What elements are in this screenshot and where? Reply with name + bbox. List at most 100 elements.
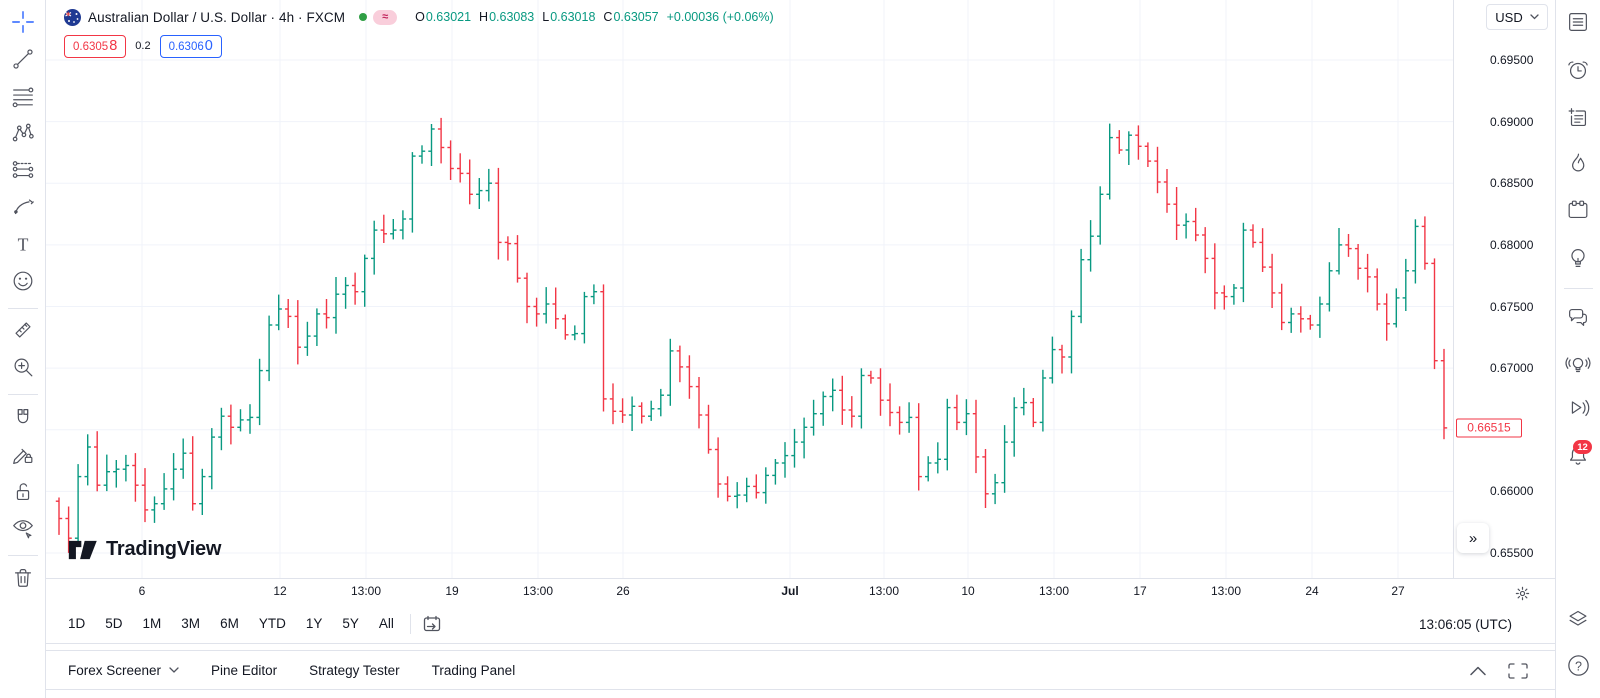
ohlc-bar[interactable] <box>772 459 779 485</box>
ohlc-bar[interactable] <box>753 474 760 499</box>
ohlc-bar[interactable] <box>600 284 607 412</box>
ohlc-bar[interactable] <box>1116 130 1123 154</box>
calendar-icon[interactable] <box>1564 196 1592 224</box>
go-to-date-icon[interactable] <box>419 611 445 637</box>
range-button-1y[interactable]: 1Y <box>305 616 323 631</box>
ohlc-bar[interactable] <box>323 299 330 329</box>
ohlc-bar[interactable] <box>963 399 970 436</box>
symbol-title[interactable]: Australian Dollar / U.S. Dollar · 4h · F… <box>88 9 346 25</box>
ohlc-bar[interactable] <box>256 358 263 426</box>
ohlc-bar[interactable] <box>1364 253 1371 293</box>
ohlc-bar[interactable] <box>724 476 731 502</box>
zoom-in-icon[interactable] <box>9 353 37 381</box>
ohlc-bar[interactable] <box>1144 142 1152 167</box>
ohlc-bar[interactable] <box>562 314 569 340</box>
ohlc-bar[interactable] <box>1068 310 1075 374</box>
ohlc-bar[interactable] <box>886 383 894 427</box>
ohlc-bar[interactable] <box>65 506 72 553</box>
ohlc-bar[interactable] <box>476 178 483 209</box>
ohlc-bar[interactable] <box>648 400 655 421</box>
ohlc-bar[interactable] <box>504 236 512 261</box>
ohlc-bar[interactable] <box>714 437 722 498</box>
ohlc-bar[interactable] <box>1374 268 1381 311</box>
lock-drawings-icon[interactable] <box>9 478 37 506</box>
ohlc-bar[interactable] <box>1230 284 1238 305</box>
ohlc-bar[interactable] <box>304 321 311 356</box>
ohlc-bar[interactable] <box>571 325 578 341</box>
range-button-ytd[interactable]: YTD <box>258 616 286 631</box>
ohlc-bar[interactable] <box>1154 146 1161 194</box>
ohlc-bar[interactable] <box>275 294 282 331</box>
ohlc-bar[interactable] <box>839 375 846 425</box>
ohlc-bar[interactable] <box>1297 306 1304 333</box>
ohlc-bar[interactable] <box>877 368 884 416</box>
ohlc-bar[interactable] <box>55 497 63 535</box>
ruler-icon[interactable] <box>9 316 37 344</box>
ohlc-bar[interactable] <box>84 434 91 486</box>
ohlc-bar[interactable] <box>246 404 254 434</box>
ohlc-bar[interactable] <box>390 219 397 240</box>
range-button-all[interactable]: All <box>378 616 394 631</box>
emoji-icon[interactable] <box>9 267 37 295</box>
ohlc-bar[interactable] <box>915 403 922 491</box>
ohlc-bar[interactable] <box>743 477 750 503</box>
ohlc-bar[interactable] <box>695 377 703 429</box>
ohlc-bar[interactable] <box>686 355 693 399</box>
ohlc-bar[interactable] <box>858 368 865 429</box>
ohlc-bar[interactable] <box>1030 398 1037 428</box>
ohlc-bar[interactable] <box>141 468 149 523</box>
hide-drawings-icon[interactable] <box>9 513 37 541</box>
ohlc-bar[interactable] <box>1173 187 1180 240</box>
ohlc-bar[interactable] <box>1211 243 1218 310</box>
ohlc-bar[interactable] <box>1345 234 1352 257</box>
ohlc-bar[interactable] <box>1383 293 1390 341</box>
ohlc-bar[interactable] <box>113 460 120 488</box>
ohlc-bar[interactable] <box>810 399 817 436</box>
chat-icon[interactable] <box>1564 303 1592 331</box>
range-button-3m[interactable]: 3M <box>181 616 201 631</box>
footer-tab-trading-panel[interactable]: Trading Panel <box>431 662 516 678</box>
ohlc-bar[interactable] <box>151 496 158 523</box>
ohlc-bar[interactable] <box>1135 125 1142 160</box>
ohlc-bar[interactable] <box>905 402 913 433</box>
ohlc-bar[interactable] <box>1259 228 1266 272</box>
ohlc-bar[interactable] <box>1020 387 1027 416</box>
ohlc-bar[interactable] <box>628 396 636 432</box>
ohlc-bar[interactable] <box>380 214 387 243</box>
ohlc-bar[interactable] <box>103 454 110 492</box>
alerts-icon[interactable] <box>1564 56 1592 84</box>
ohlc-bar[interactable] <box>1440 348 1448 440</box>
ohlc-bar[interactable] <box>466 159 473 205</box>
crosshair-icon[interactable] <box>9 8 37 36</box>
ohlc-bar[interactable] <box>418 145 426 164</box>
ohlc-bar[interactable] <box>495 167 502 260</box>
ohlc-bar[interactable] <box>762 467 769 504</box>
approx-badge[interactable]: ≈ <box>373 9 398 25</box>
ohlc-bar[interactable] <box>1326 262 1333 312</box>
ohlc-bar[interactable] <box>265 315 273 382</box>
range-button-5y[interactable]: 5Y <box>342 616 359 631</box>
ohlc-bar[interactable] <box>1412 219 1419 284</box>
ohlc-bar[interactable] <box>1354 244 1362 280</box>
ohlc-bar[interactable] <box>1106 123 1113 200</box>
ohlc-bar[interactable] <box>1249 224 1257 248</box>
forecast-icon[interactable] <box>9 156 37 184</box>
ohlc-bar[interactable] <box>342 277 349 309</box>
ohlc-bar[interactable] <box>1058 344 1066 374</box>
drawing-edit-icon[interactable] <box>9 441 37 469</box>
expand-panel-chevron-up-icon[interactable] <box>1465 658 1491 684</box>
hotlists-icon[interactable] <box>1564 149 1592 177</box>
ohlc-bar[interactable] <box>1125 131 1132 165</box>
ohlc-bar[interactable] <box>1011 397 1018 457</box>
market-status-dot[interactable] <box>359 13 368 21</box>
ohlc-bar[interactable] <box>371 220 378 275</box>
ohlc-bar[interactable] <box>1431 258 1438 370</box>
session-clock[interactable]: 13:06:05 (UTC) <box>1418 616 1512 632</box>
ohlc-bar[interactable] <box>437 117 445 164</box>
ohlc-bar[interactable] <box>800 417 808 459</box>
ohlc-bar[interactable] <box>848 396 855 428</box>
sell-button[interactable]: 0.6305 8 <box>64 34 127 58</box>
ohlc-bar[interactable] <box>132 453 139 502</box>
ohlc-bar[interactable] <box>94 431 101 492</box>
brush-icon[interactable] <box>9 193 37 221</box>
